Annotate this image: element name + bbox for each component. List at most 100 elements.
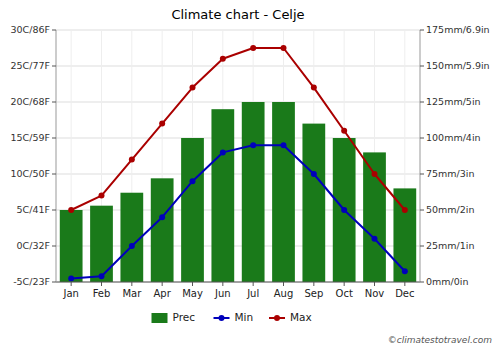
tick-label: 150mm/5.9in [426,60,490,71]
legend-label: Prec [173,311,196,323]
bar [302,124,325,282]
tick-label: 0C/32F [17,240,50,251]
grid-line [56,138,420,139]
marker [311,171,317,177]
tick [374,282,375,286]
tick-label: 20C/68F [11,96,50,107]
marker [159,214,165,220]
line [71,145,405,278]
marks [60,45,416,282]
tick [101,282,102,286]
title: Climate chart - Celje [171,7,304,22]
tick-label: 15C/59F [11,132,50,143]
bar [90,206,113,282]
tick-label: Dec [395,288,414,299]
marker [281,45,287,51]
grid-line [56,30,420,31]
bar [363,152,386,282]
legend-label: Min [235,311,254,323]
tick [313,282,314,286]
bar [151,178,174,282]
tick-label: 50mm/2in [426,204,475,215]
y2-axis-line [420,30,421,282]
tick-label: 75mm/3in [426,168,475,179]
line-series [68,142,408,281]
tick-label: Apr [154,288,172,299]
tick-label: 25mm/1in [426,240,475,251]
tick-label: Feb [93,288,111,299]
tick [420,282,424,283]
tick [404,282,405,286]
tick [420,210,424,211]
marker [68,207,74,213]
marker [99,273,105,279]
tick-label: Aug [274,288,294,299]
marker [159,121,165,127]
marker [372,171,378,177]
legend-swatch [152,313,168,323]
grid-line [56,66,420,67]
tick-label: May [182,288,203,299]
marker [402,268,408,274]
marker [341,128,347,134]
marker [99,193,105,199]
grid-line [56,282,420,283]
tick-label: Jul [246,288,259,299]
marker [311,85,317,91]
bar [272,102,295,282]
bar [181,138,204,282]
marker [341,207,347,213]
tick [420,102,424,103]
bar-series [60,102,416,282]
tick-label: 175mm/6.9in [426,24,490,35]
tick [52,66,56,67]
marker [250,142,256,148]
marker [220,56,226,62]
chart: -5C/23F 0C/32F 5C/41F 10C/50F 15C/59F 20C/68F… [0,0,500,350]
bar [211,109,234,282]
marker [250,45,256,51]
tick [283,282,284,286]
axes: -5C/23F 0C/32F 5C/41F 10C/50F 15C/59F 20C/68F… [11,24,490,300]
tick-label: Jun [214,288,231,299]
tick-label: Sep [304,288,323,299]
grid-line [56,102,420,103]
tick [52,210,56,211]
tick-label: Nov [365,288,385,299]
y-axis-line [56,30,57,282]
tick [420,66,424,67]
marker [129,243,135,249]
tick-label: 125mm/5in [426,96,481,107]
marker [372,236,378,242]
tick-label: 30C/86F [11,24,50,35]
tick [420,138,424,139]
tick-label: 5C/41F [17,204,50,215]
legend: Prec Min Max [152,311,312,323]
tick [71,282,72,286]
bar [242,102,265,282]
tick-label: 25C/77F [11,60,50,71]
tick-label: 10C/50F [11,168,50,179]
tick-label: 0mm/0in [426,276,468,287]
tick-label: -5C/23F [13,276,50,287]
line [71,48,405,210]
annotation: ©climatestotravel.com [388,335,492,345]
x-axis-line [56,282,420,283]
grid [56,30,420,282]
tick [420,174,424,175]
tick [344,282,345,286]
marker [281,142,287,148]
tick [52,30,56,31]
legend-label: Max [290,311,312,323]
tick [420,246,424,247]
marker [68,275,74,281]
marker [190,85,196,91]
tick [52,282,56,283]
line-series [68,45,408,213]
tick [52,138,56,139]
marker [402,207,408,213]
tick [420,30,424,31]
tick [162,282,163,286]
marker [190,178,196,184]
bar [393,188,416,282]
